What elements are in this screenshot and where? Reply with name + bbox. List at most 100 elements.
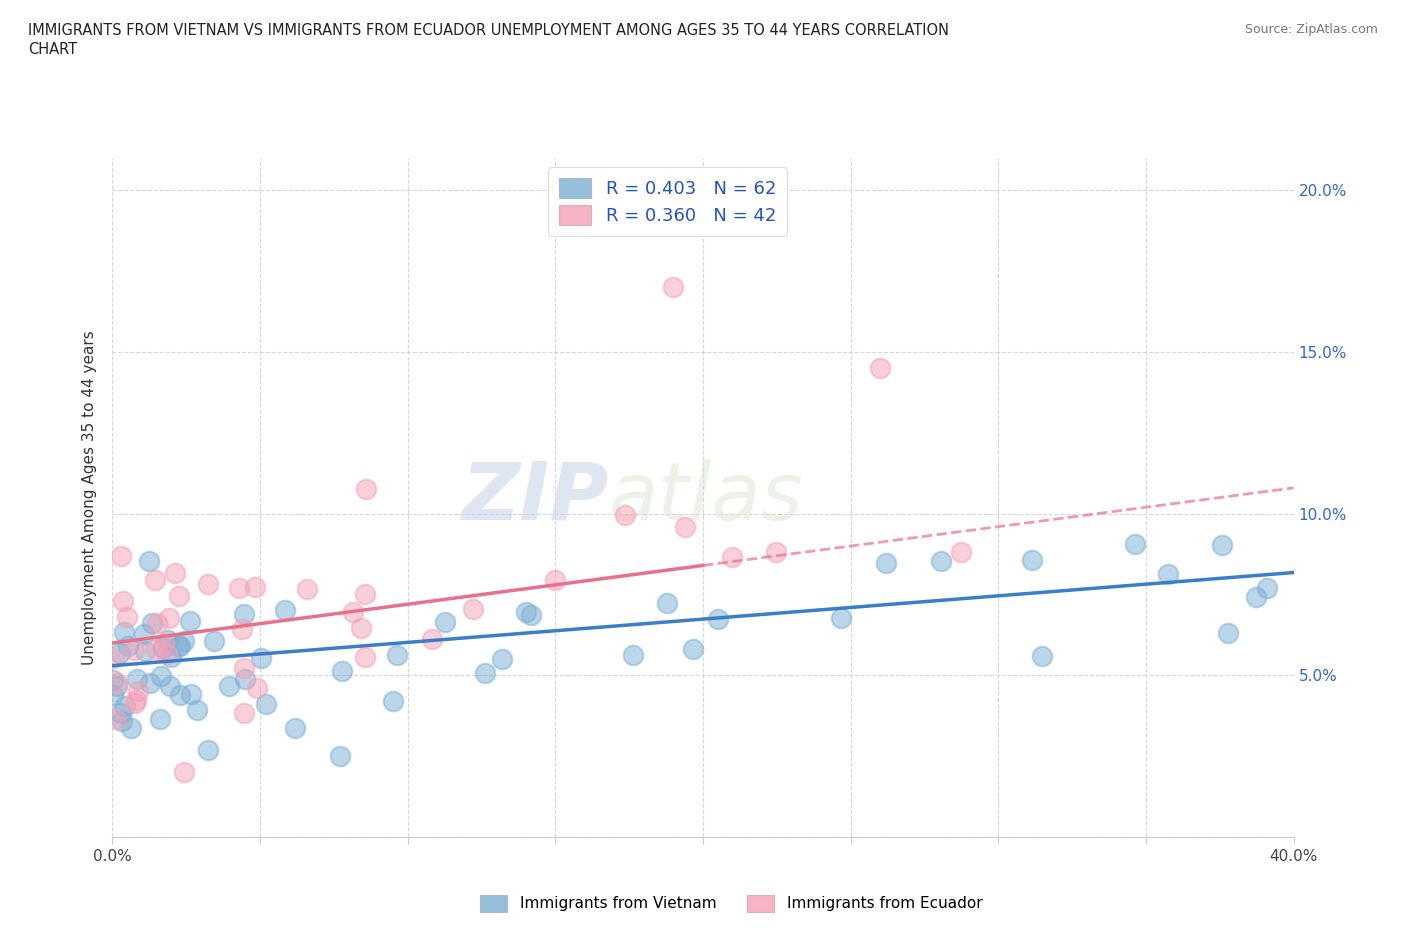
Point — [330, 664, 353, 679]
Point — [520, 608, 543, 623]
Point — [491, 651, 513, 666]
Point — [117, 639, 139, 654]
Point — [1256, 580, 1278, 595]
Point — [765, 545, 787, 560]
Point — [1244, 590, 1267, 604]
Text: atlas: atlas — [609, 458, 803, 537]
Point — [101, 672, 124, 687]
Point — [115, 610, 138, 625]
Point — [141, 616, 163, 631]
Point — [114, 698, 136, 713]
Point — [544, 572, 567, 587]
Point — [139, 675, 162, 690]
Point — [173, 633, 195, 648]
Point — [682, 641, 704, 656]
Point — [163, 565, 186, 580]
Y-axis label: Unemployment Among Ages 35 to 44 years: Unemployment Among Ages 35 to 44 years — [82, 330, 97, 665]
Point — [125, 671, 148, 686]
Point — [104, 711, 127, 726]
Point — [354, 649, 377, 664]
Legend: R = 0.403   N = 62, R = 0.360   N = 42: R = 0.403 N = 62, R = 0.360 N = 42 — [548, 167, 787, 236]
Point — [420, 631, 443, 646]
Point — [830, 611, 852, 626]
Point — [232, 606, 254, 621]
Point — [295, 581, 318, 596]
Point — [1021, 553, 1043, 568]
Point — [950, 544, 973, 559]
Point — [156, 646, 179, 661]
Point — [875, 555, 897, 570]
Point — [173, 764, 195, 779]
Point — [706, 611, 728, 626]
Point — [111, 713, 134, 728]
Point — [233, 660, 256, 675]
Point — [1157, 566, 1180, 581]
Point — [342, 604, 364, 619]
Point — [233, 671, 256, 686]
Point — [329, 749, 352, 764]
Point — [434, 615, 457, 630]
Point — [149, 711, 172, 726]
Point — [353, 587, 375, 602]
Point — [197, 743, 219, 758]
Point — [101, 687, 124, 702]
Point — [929, 553, 952, 568]
Text: CHART: CHART — [28, 42, 77, 57]
Point — [197, 577, 219, 591]
Point — [111, 593, 134, 608]
Point — [463, 602, 485, 617]
Point — [180, 686, 202, 701]
Point — [381, 694, 404, 709]
Point — [621, 647, 644, 662]
Point — [387, 648, 409, 663]
Text: ZIP: ZIP — [461, 458, 609, 537]
Point — [167, 638, 190, 653]
Point — [179, 613, 201, 628]
Point — [474, 666, 496, 681]
Point — [231, 622, 253, 637]
Point — [1031, 649, 1053, 664]
Point — [105, 675, 128, 690]
Point — [515, 604, 537, 619]
Point — [354, 482, 377, 497]
Point — [105, 679, 128, 694]
Point — [122, 643, 145, 658]
Text: Source: ZipAtlas.com: Source: ZipAtlas.com — [1244, 23, 1378, 36]
Point — [138, 554, 160, 569]
Point — [202, 634, 225, 649]
Point — [350, 621, 373, 636]
Point — [228, 580, 250, 595]
Point — [1216, 625, 1239, 640]
Point — [112, 625, 135, 640]
Point — [152, 641, 174, 656]
Point — [613, 508, 636, 523]
Point — [169, 687, 191, 702]
Point — [284, 721, 307, 736]
Point — [274, 603, 297, 618]
Point — [246, 681, 269, 696]
Point — [662, 280, 685, 295]
Point — [120, 721, 142, 736]
Point — [134, 644, 156, 659]
Point — [146, 616, 169, 631]
Point — [243, 579, 266, 594]
Point — [186, 702, 208, 717]
Point — [1211, 538, 1233, 552]
Point — [250, 651, 273, 666]
Point — [254, 697, 277, 711]
Point — [159, 679, 181, 694]
Point — [103, 650, 125, 665]
Point — [655, 595, 678, 610]
Point — [157, 632, 180, 647]
Point — [108, 646, 131, 661]
Legend: Immigrants from Vietnam, Immigrants from Ecuador: Immigrants from Vietnam, Immigrants from… — [474, 889, 988, 918]
Point — [125, 692, 148, 707]
Point — [218, 679, 240, 694]
Point — [169, 639, 191, 654]
Point — [127, 684, 149, 698]
Point — [1123, 537, 1146, 551]
Point — [869, 361, 891, 376]
Point — [233, 705, 256, 720]
Point — [145, 642, 167, 657]
Text: IMMIGRANTS FROM VIETNAM VS IMMIGRANTS FROM ECUADOR UNEMPLOYMENT AMONG AGES 35 TO: IMMIGRANTS FROM VIETNAM VS IMMIGRANTS FR… — [28, 23, 949, 38]
